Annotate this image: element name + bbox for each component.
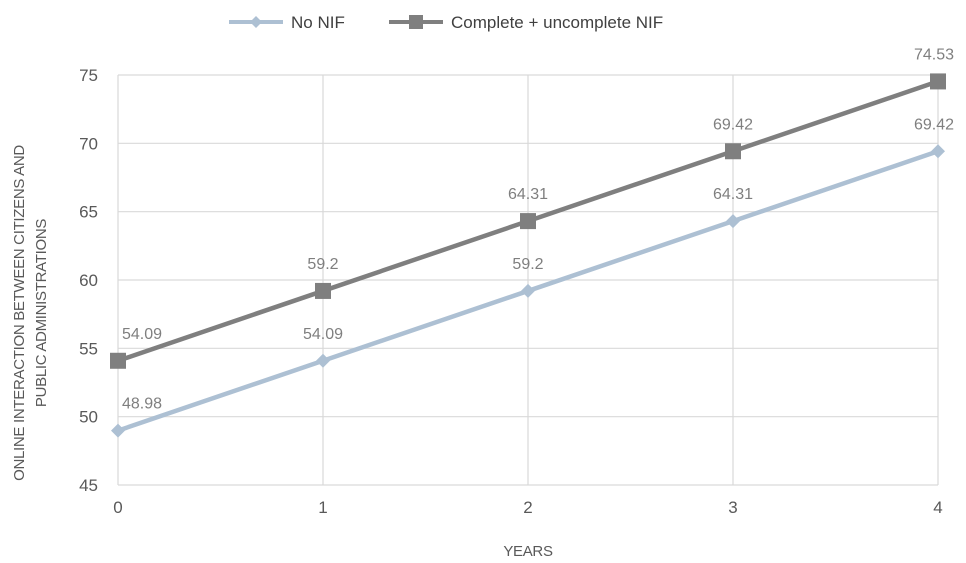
data-label: 59.2 — [512, 256, 543, 273]
data-point-square — [520, 213, 536, 230]
y-tick-label: 50 — [79, 408, 98, 427]
data-point-diamond — [111, 423, 125, 438]
data-point-square — [725, 143, 741, 160]
series-lines — [110, 73, 946, 438]
y-tick-label: 75 — [79, 66, 98, 85]
data-point-diamond — [931, 144, 945, 159]
y-tick-label: 55 — [79, 339, 98, 358]
x-axis-title: YEARS — [503, 543, 553, 560]
data-label: 64.31 — [713, 186, 753, 203]
y-tick-label: 45 — [79, 476, 98, 495]
y-tick-label: 60 — [79, 271, 98, 290]
x-tick-label: 1 — [318, 498, 327, 517]
data-point-diamond — [521, 283, 535, 298]
x-tick-labels: 0 1 2 3 4 — [113, 498, 942, 517]
y-tick-label: 70 — [79, 134, 98, 153]
y-tick-label: 65 — [79, 203, 98, 222]
data-label: 54.09 — [303, 326, 343, 343]
data-point-square — [110, 352, 126, 369]
data-label: 54.09 — [122, 326, 162, 343]
legend-label-complete-uncomplete-nif: Complete + uncomplete NIF — [451, 13, 663, 32]
data-label: 74.53 — [914, 46, 954, 63]
x-tick-label: 2 — [523, 498, 532, 517]
legend-item-no-nif: No NIF — [229, 13, 345, 32]
legend: No NIF Complete + uncomplete NIF — [229, 13, 663, 32]
y-tick-labels: 45 50 55 60 65 70 75 — [79, 66, 98, 495]
y-axis-title-line-2: PUBLIC ADMINISTRATIONS — [33, 219, 50, 407]
legend-marker-square — [409, 15, 423, 29]
data-point-diamond — [316, 353, 330, 368]
data-point-square — [930, 73, 946, 90]
data-label: 48.98 — [122, 396, 162, 413]
x-tick-label: 3 — [728, 498, 737, 517]
legend-label-no-nif: No NIF — [291, 13, 345, 32]
legend-marker-diamond — [250, 16, 262, 28]
y-axis-title-line-1: ONLINE INTERACTION BETWEEN CITIZENS AND — [11, 145, 28, 481]
data-point-square — [315, 282, 331, 299]
legend-item-complete-uncomplete-nif: Complete + uncomplete NIF — [389, 13, 663, 32]
x-tick-label: 4 — [933, 498, 942, 517]
data-label: 69.42 — [713, 116, 753, 133]
data-label: 59.2 — [307, 256, 338, 273]
x-tick-label: 0 — [113, 498, 122, 517]
data-point-diamond — [726, 214, 740, 229]
grid — [117, 74, 939, 486]
data-label: 64.31 — [508, 186, 548, 203]
data-label: 69.42 — [914, 116, 954, 133]
data-labels: 48.98 54.09 59.2 64.31 69.42 54.09 59.2 64.31 69… — [122, 46, 954, 412]
